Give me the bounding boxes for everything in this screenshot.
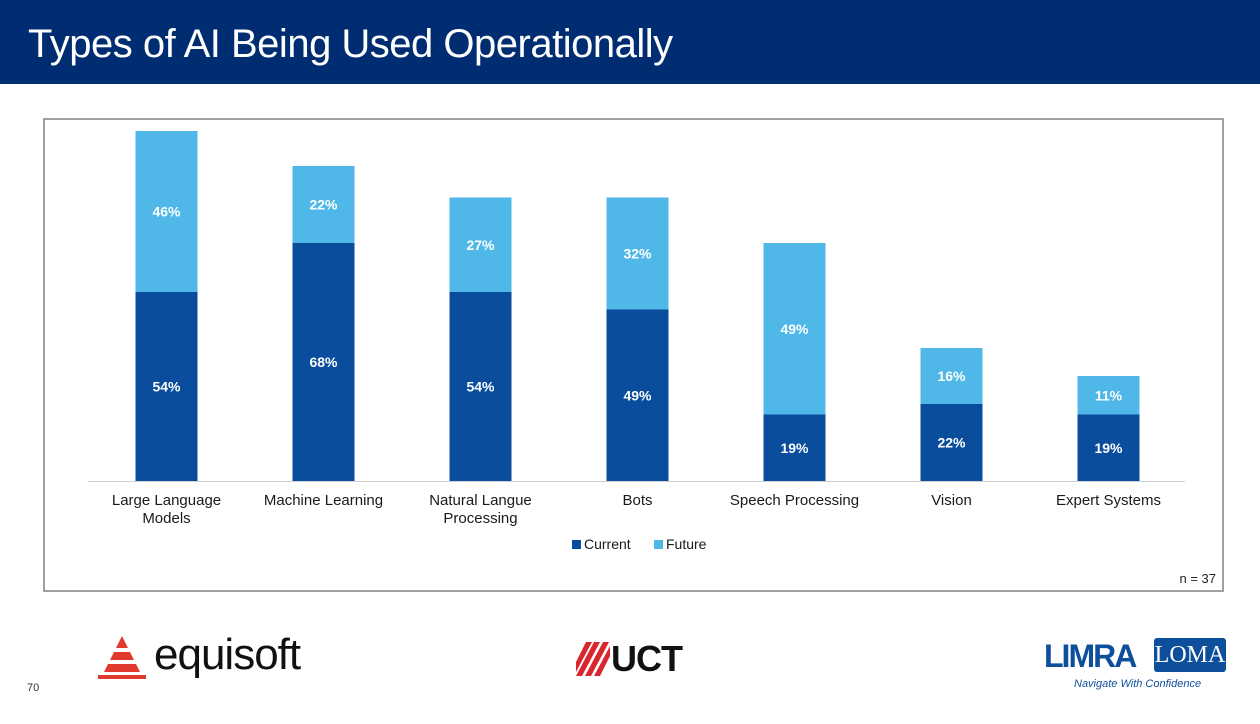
bar-future-1	[292, 166, 355, 243]
x-tick-label-2: Natural Langue Processing	[429, 492, 532, 527]
data-label-current-3: 49%	[623, 387, 652, 403]
bar-current-6	[1077, 414, 1140, 481]
page-number: 70	[27, 682, 40, 694]
bar-future-2	[449, 197, 512, 292]
uct-wordmark: UCT	[611, 638, 683, 679]
data-label-future-2: 27%	[466, 237, 495, 253]
bar-future-4	[763, 243, 826, 415]
data-label-future-0: 46%	[152, 204, 181, 220]
x-tick-label-0: Large Language Models	[112, 492, 221, 527]
uct-stripes-icon	[576, 642, 610, 676]
legend-swatch-current	[572, 540, 581, 549]
x-tick-label-3: Bots	[622, 492, 652, 509]
equisoft-wordmark: equisoft	[154, 630, 301, 679]
data-label-future-4: 49%	[780, 321, 809, 337]
chart-frame: 54% 46% Large Language Models 68% 22% Machine …	[43, 118, 1224, 592]
bar-current-3	[606, 309, 669, 481]
x-tick-label-5: Vision	[931, 492, 972, 509]
bar-future-0	[135, 131, 198, 292]
data-label-future-1: 22%	[309, 197, 338, 213]
data-label-current-6: 19%	[1094, 440, 1123, 456]
legend-label-future: Future	[666, 536, 707, 552]
data-label-future-6: 11%	[1095, 387, 1123, 403]
x-tick-label-6: Expert Systems	[1056, 492, 1161, 509]
limra-loma-logo: LIMRA LOMA Navigate With Confidence	[1044, 636, 1234, 696]
title-bar: Types of AI Being Used Operationally	[0, 0, 1260, 84]
limra-tagline: Navigate With Confidence	[1074, 678, 1202, 690]
data-label-current-0: 54%	[152, 379, 181, 395]
bar-future-5	[920, 348, 983, 404]
legend-swatch-future	[654, 540, 663, 549]
bar-future-3	[606, 197, 669, 310]
limra-wordmark: LIMRA	[1044, 638, 1137, 674]
bar-current-0	[135, 292, 198, 481]
loma-wordmark: LOMA	[1154, 638, 1226, 672]
data-label-current-1: 68%	[309, 354, 338, 370]
bar-current-1	[292, 243, 355, 481]
data-label-future-3: 32%	[623, 246, 652, 262]
x-tick-label-1: Machine Learning	[264, 492, 383, 509]
page-title: Types of AI Being Used Operationally	[28, 22, 673, 66]
data-label-current-5: 22%	[937, 435, 966, 451]
uct-logo: UCT	[576, 638, 706, 679]
legend-label-current: Current	[584, 536, 631, 552]
data-label-future-5: 16%	[937, 368, 966, 384]
sample-size-label: n = 37	[1179, 571, 1216, 586]
bar-future-6	[1077, 376, 1140, 415]
bar-current-4	[763, 414, 826, 481]
x-tick-label-4: Speech Processing	[730, 492, 859, 509]
equisoft-logo: equisoft	[98, 630, 338, 684]
bar-current-5	[920, 404, 983, 481]
bar-current-2	[449, 292, 512, 481]
data-label-current-2: 54%	[466, 379, 495, 395]
equisoft-pyramid-icon	[98, 636, 146, 679]
data-label-current-4: 19%	[780, 440, 809, 456]
stacked-bar-chart: 54% 46% Large Language Models 68% 22% Machine …	[88, 131, 1185, 552]
